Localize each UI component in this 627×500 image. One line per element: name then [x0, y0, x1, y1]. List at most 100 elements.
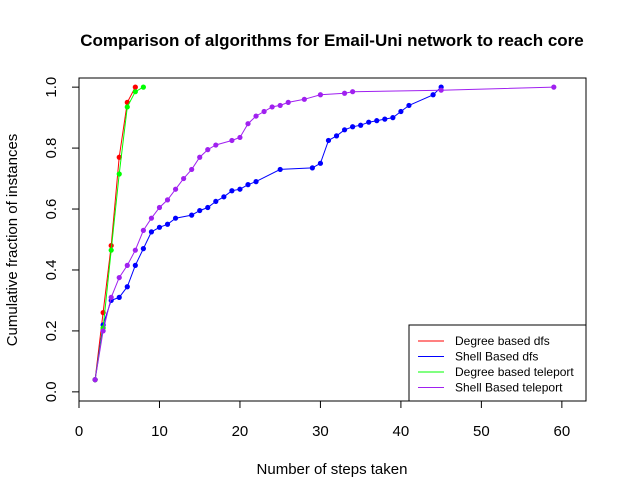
data-point — [132, 84, 138, 90]
data-point — [140, 246, 146, 252]
data-point — [132, 262, 138, 269]
series-line — [94, 86, 554, 380]
y-tick-label: 0.0 — [43, 381, 60, 402]
data-point — [341, 127, 348, 133]
data-point — [100, 328, 106, 334]
y-tick-label: 0.8 — [43, 138, 60, 159]
data-point — [277, 102, 283, 109]
data-point — [301, 96, 307, 102]
data-point — [350, 89, 356, 95]
data-point — [164, 221, 171, 227]
series-line — [94, 86, 442, 380]
data-point — [213, 142, 219, 148]
data-point — [253, 113, 259, 119]
data-point — [406, 102, 412, 109]
y-tick-label: 1.0 — [43, 77, 60, 98]
data-point — [124, 104, 130, 110]
x-tick-label: 10 — [151, 423, 168, 440]
data-point — [156, 204, 163, 211]
data-point — [390, 115, 396, 121]
data-point — [350, 124, 356, 130]
legend-label: Shell Based teleport — [455, 381, 563, 395]
data-point — [140, 84, 146, 90]
data-point — [205, 204, 211, 211]
data-point — [108, 247, 114, 253]
data-point — [309, 165, 315, 171]
data-point — [374, 118, 380, 124]
series-1 — [92, 84, 138, 383]
data-point — [237, 134, 243, 141]
y-axis: 0.0 0.2 0.4 0.6 0.8 1.0 — [43, 77, 80, 402]
data-point — [172, 215, 179, 221]
x-tick-label: 50 — [473, 423, 490, 440]
data-point — [285, 99, 291, 105]
data-point — [197, 207, 203, 214]
data-point — [132, 247, 138, 253]
data-point — [181, 175, 187, 182]
data-point — [108, 294, 114, 300]
data-point — [205, 147, 211, 153]
y-axis-label: Cumulative fraction of instances — [4, 134, 21, 347]
data-point — [172, 186, 179, 192]
data-point — [317, 92, 324, 98]
legend-label: Degree based dfs — [455, 334, 550, 348]
data-point — [197, 154, 203, 160]
data-point — [116, 274, 122, 281]
data-point — [116, 154, 122, 160]
x-tick-label: 20 — [232, 423, 249, 440]
data-point — [269, 104, 275, 110]
data-point — [164, 197, 171, 203]
data-point — [317, 160, 324, 166]
data-point — [189, 212, 195, 218]
x-tick-label: 30 — [312, 423, 329, 440]
data-point — [124, 262, 130, 269]
data-point — [333, 133, 340, 139]
series-4 — [92, 84, 557, 383]
data-point — [116, 294, 122, 300]
x-tick-label: 0 — [75, 423, 83, 440]
data-point — [132, 89, 138, 95]
data-point — [430, 92, 436, 98]
data-point — [253, 179, 259, 185]
data-point — [245, 121, 251, 127]
data-point — [358, 122, 364, 128]
data-point — [237, 186, 243, 192]
data-point — [92, 377, 98, 383]
data-point — [341, 90, 348, 96]
data-point — [221, 194, 227, 200]
data-point — [189, 166, 195, 173]
data-point — [382, 116, 388, 122]
data-point — [148, 215, 155, 221]
data-point — [124, 284, 130, 290]
legend-box — [408, 324, 587, 402]
data-point — [229, 137, 235, 144]
y-tick-label: 0.6 — [43, 199, 60, 220]
legend-label: Degree based teleport — [455, 365, 574, 379]
data-point — [366, 119, 372, 125]
legend-label: Shell Based dfs — [455, 350, 538, 364]
x-axis-label: Number of steps taken — [257, 461, 408, 478]
data-point — [116, 171, 122, 177]
x-axis: 0 10 20 30 40 50 60 — [75, 400, 571, 440]
data-point — [156, 224, 163, 230]
data-point — [245, 182, 251, 188]
data-point — [551, 84, 557, 90]
series-layer — [92, 84, 557, 383]
x-tick-label: 40 — [393, 423, 410, 440]
x-tick-label: 60 — [554, 423, 571, 440]
y-tick-label: 0.4 — [43, 260, 60, 281]
series-2 — [92, 84, 444, 383]
data-point — [261, 108, 267, 115]
data-point — [148, 229, 155, 235]
data-point — [398, 108, 404, 115]
data-point — [213, 198, 219, 205]
chart-title: Comparison of algorithms for Email-Uni n… — [80, 31, 583, 50]
data-point — [229, 188, 235, 194]
data-point — [325, 137, 332, 144]
data-point — [438, 87, 444, 93]
y-tick-label: 0.2 — [43, 320, 60, 341]
data-point — [277, 166, 283, 173]
data-point — [140, 227, 146, 233]
